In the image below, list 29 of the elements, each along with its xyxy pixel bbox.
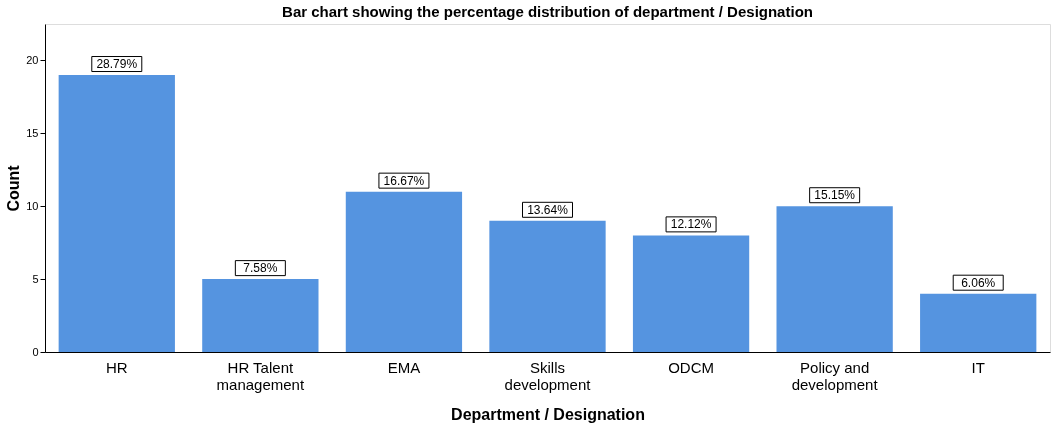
y-tick-label: 5 [32, 272, 39, 285]
bar [920, 293, 1037, 352]
annotation: 7.58% [243, 261, 278, 276]
annotation: 28.79% [96, 57, 138, 72]
annotation: 13.64% [527, 202, 569, 217]
x-tick-label: IT [971, 358, 985, 376]
bar [489, 220, 606, 352]
x-tick-label: HR Talent management [216, 358, 305, 393]
x-tick-label: ODCM [668, 358, 714, 376]
bar [632, 235, 750, 352]
chart-title: Bar chart showing the percentage distribution of department / Designation [282, 3, 813, 20]
bar [58, 75, 175, 352]
x-tick-label: EMA [387, 358, 421, 376]
bar [202, 279, 319, 352]
bar [345, 191, 463, 352]
x-tick-label: Policy and development [791, 358, 879, 393]
y-tick-label: 10 [26, 199, 39, 212]
x-tick-label: HR [105, 358, 128, 376]
annotation: 15.15% [814, 188, 856, 203]
y-axis-title: Count [5, 164, 23, 212]
y-tick-label: 0 [32, 345, 39, 358]
x-tick-label: Skills development [504, 358, 592, 393]
x-axis-title: Department / Designation [451, 405, 645, 423]
annotation: 6.06% [961, 275, 996, 290]
annotation: 16.67% [383, 173, 425, 188]
bar [776, 206, 893, 352]
y-tick-label: 20 [26, 53, 39, 66]
y-tick-label: 15 [26, 126, 39, 139]
annotation: 12.12% [670, 217, 712, 232]
